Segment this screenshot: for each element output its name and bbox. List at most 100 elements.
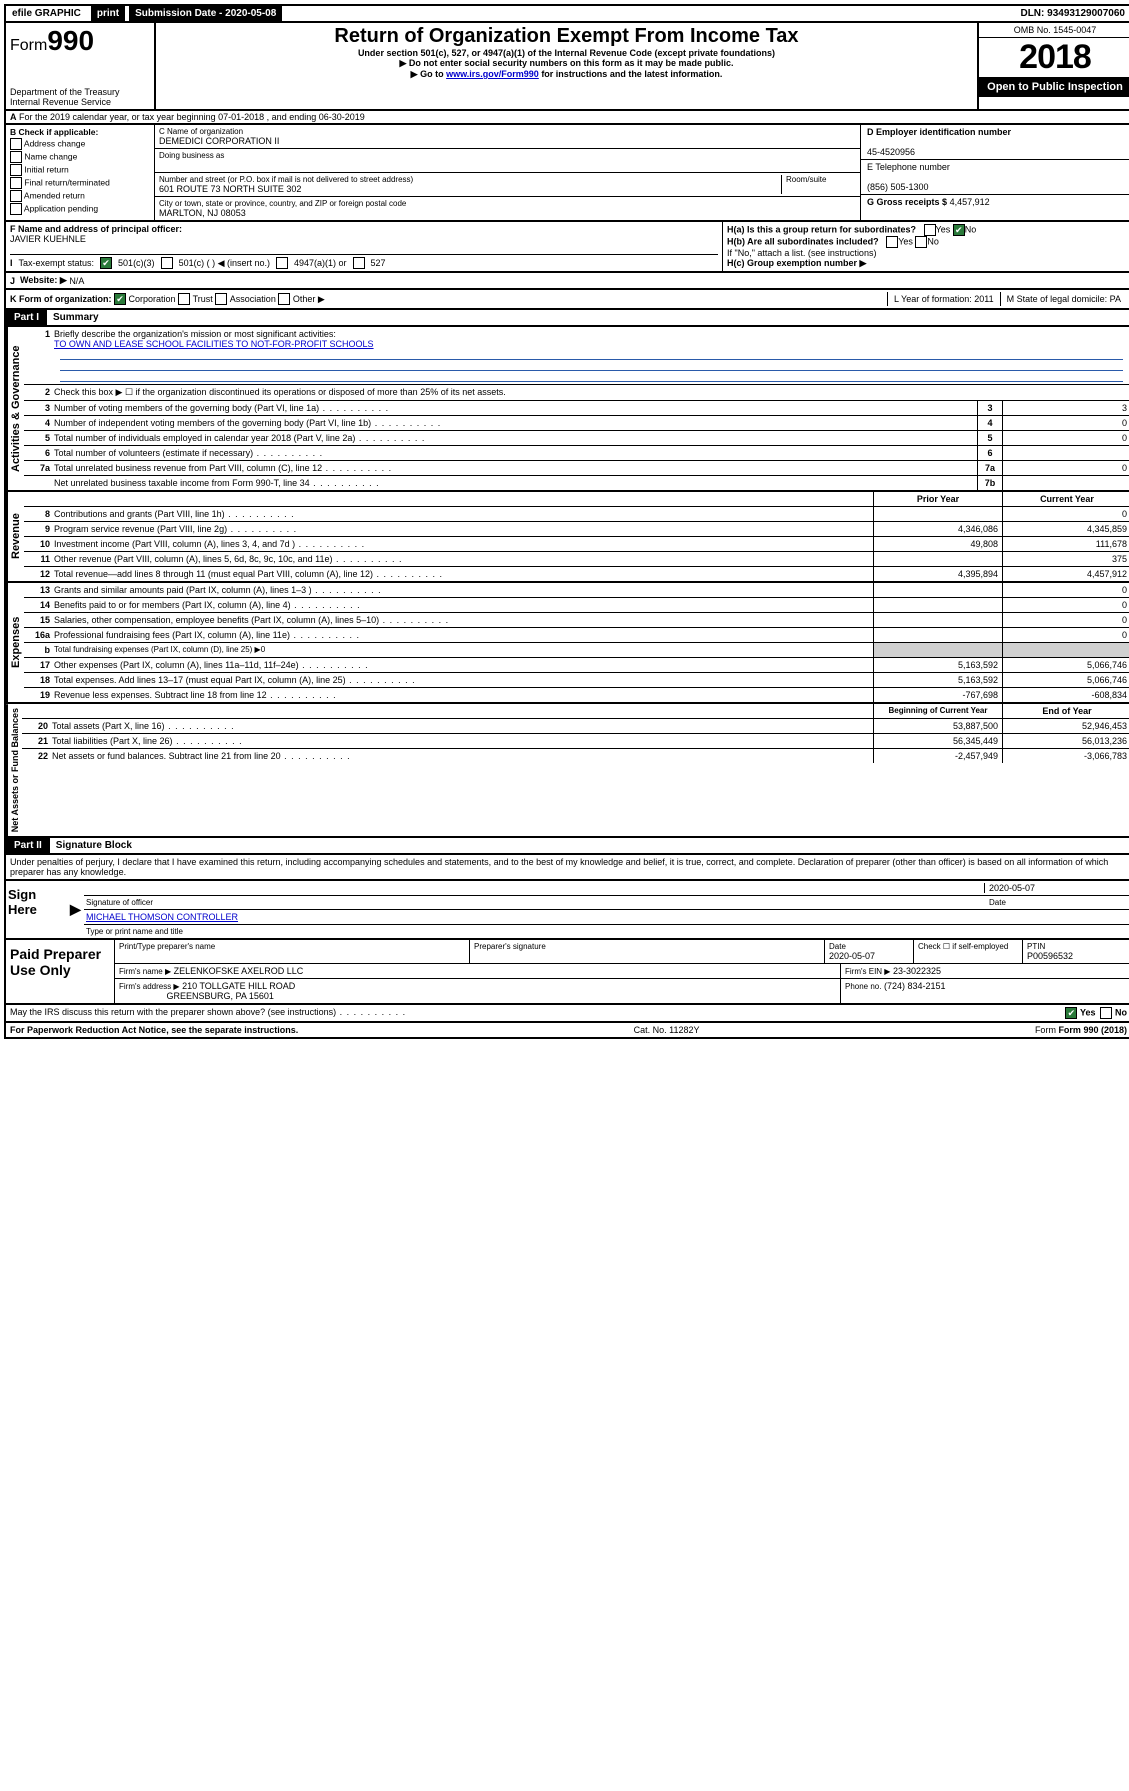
i-opt-0: 501(c)(3) bbox=[118, 258, 155, 268]
room-label: Room/suite bbox=[786, 175, 856, 184]
summary-table: Activities & Governance 1Briefly describ… bbox=[4, 327, 1129, 492]
form-title: Return of Organization Exempt From Incom… bbox=[162, 25, 971, 48]
checkbox-discuss-yes[interactable]: ✔ bbox=[1065, 1007, 1077, 1019]
checkbox-ha-no[interactable]: ✔ bbox=[953, 224, 965, 236]
print-button[interactable]: print bbox=[91, 6, 125, 21]
checkbox-discuss-no[interactable] bbox=[1100, 1007, 1112, 1019]
header-right: OMB No. 1545-0047 2018 Open to Public In… bbox=[979, 23, 1129, 109]
footer-row: For Paperwork Reduction Act Notice, see … bbox=[4, 1023, 1129, 1039]
checkbox-corp[interactable]: ✔ bbox=[114, 293, 126, 305]
b-opt-1: Name change bbox=[24, 151, 77, 161]
checkbox-final-return[interactable] bbox=[10, 177, 22, 189]
checkbox-4947[interactable] bbox=[276, 257, 288, 269]
tax-year: 2018 bbox=[979, 38, 1129, 77]
checkbox-name-change[interactable] bbox=[10, 151, 22, 163]
header-mid: Return of Organization Exempt From Incom… bbox=[156, 23, 979, 109]
subtitle-3a: ▶ Go to bbox=[411, 69, 446, 79]
sig-officer-label: Signature of officer bbox=[86, 898, 985, 907]
checkbox-app-pending[interactable] bbox=[10, 203, 22, 215]
declaration-text: Under penalties of perjury, I declare th… bbox=[4, 855, 1129, 881]
phone-value: (856) 505-1300 bbox=[867, 182, 929, 192]
side-revenue: Revenue bbox=[6, 492, 24, 581]
pra-notice: For Paperwork Reduction Act Notice, see … bbox=[10, 1025, 298, 1035]
exp-row: 16aProfessional fundraising fees (Part I… bbox=[24, 628, 1129, 643]
exp-row: 15Salaries, other compensation, employee… bbox=[24, 613, 1129, 628]
i-opt-1: 501(c) ( ) ◀ (insert no.) bbox=[179, 258, 270, 269]
firm-phone: (724) 834-2151 bbox=[884, 981, 946, 991]
city-state-zip: MARLTON, NJ 08053 bbox=[159, 208, 856, 218]
checkbox-assoc[interactable] bbox=[215, 293, 227, 305]
checkbox-527[interactable] bbox=[353, 257, 365, 269]
part2-title: Signature Block bbox=[50, 838, 138, 853]
l-year: L Year of formation: 2011 bbox=[887, 292, 1000, 306]
gov-row: 3 Number of voting members of the govern… bbox=[24, 401, 1129, 416]
subtitle-1: Under section 501(c), 527, or 4947(a)(1)… bbox=[162, 48, 971, 58]
checkbox-other[interactable] bbox=[278, 293, 290, 305]
ein-value: 45-4520956 bbox=[867, 147, 915, 157]
prep-h3: Date bbox=[829, 942, 909, 951]
j-label: Website: ▶ bbox=[20, 275, 67, 286]
net-row: 22Net assets or fund balances. Subtract … bbox=[22, 749, 1129, 763]
i-opt-3: 527 bbox=[371, 258, 386, 268]
gross-receipts: 4,457,912 bbox=[950, 197, 990, 207]
efile-label: efile GRAPHIC bbox=[6, 6, 87, 21]
box-b-label: B Check if applicable: bbox=[10, 127, 98, 137]
exp-row: bTotal fundraising expenses (Part IX, co… bbox=[24, 643, 1129, 658]
b-opt-2: Initial return bbox=[24, 164, 68, 174]
checkbox-address-change[interactable] bbox=[10, 138, 22, 150]
checkbox-501c3[interactable]: ✔ bbox=[100, 257, 112, 269]
dln-label: DLN: 93493129007060 bbox=[1014, 6, 1129, 21]
omb-number: OMB No. 1545-0047 bbox=[979, 23, 1129, 38]
part2-badge: Part II bbox=[6, 838, 50, 853]
rev-row: 10Investment income (Part VIII, column (… bbox=[24, 537, 1129, 552]
rev-row: 9Program service revenue (Part VIII, lin… bbox=[24, 522, 1129, 537]
ptin-value: P00596532 bbox=[1027, 951, 1073, 961]
discuss-q: May the IRS discuss this return with the… bbox=[10, 1007, 406, 1019]
form-ref-b: Form 990 (2018) bbox=[1058, 1025, 1127, 1035]
dba-label: Doing business as bbox=[159, 151, 856, 160]
officer-name: JAVIER KUEHNLE bbox=[10, 234, 86, 244]
part1-title: Summary bbox=[47, 310, 105, 325]
city-label: City or town, state or province, country… bbox=[159, 199, 856, 208]
side-expenses: Expenses bbox=[6, 583, 24, 702]
checkbox-hb-yes[interactable] bbox=[886, 236, 898, 248]
side-net: Net Assets or Fund Balances bbox=[6, 704, 22, 836]
prep-date: 2020-05-07 bbox=[829, 951, 875, 961]
arrow-icon: ▶ bbox=[70, 881, 84, 938]
mission-link[interactable]: TO OWN AND LEASE SCHOOL FACILITIES TO NO… bbox=[54, 339, 374, 349]
row-a-period: A For the 2019 calendar year, or tax yea… bbox=[4, 111, 1129, 125]
gov-row: 5 Total number of individuals employed i… bbox=[24, 431, 1129, 446]
block-bcdefg: B Check if applicable: Address change Na… bbox=[4, 125, 1129, 222]
checkbox-trust[interactable] bbox=[178, 293, 190, 305]
no-label: No bbox=[1115, 1008, 1127, 1018]
checkbox-ha-yes[interactable] bbox=[924, 224, 936, 236]
checkbox-initial-return[interactable] bbox=[10, 164, 22, 176]
sig-date: 2020-05-07 bbox=[984, 883, 1129, 893]
b-opt-4: Amended return bbox=[24, 190, 85, 200]
row-j: J Website: ▶ N/A bbox=[4, 273, 1129, 290]
prep-h1: Print/Type preparer's name bbox=[119, 942, 465, 951]
instructions-link[interactable]: www.irs.gov/Form990 bbox=[446, 69, 539, 79]
signer-name[interactable]: MICHAEL THOMSON CONTROLLER bbox=[86, 912, 238, 922]
prep-h5: PTIN bbox=[1027, 942, 1127, 951]
checkbox-hb-no[interactable] bbox=[915, 236, 927, 248]
net-row: 20Total assets (Part X, line 16) 53,887,… bbox=[22, 719, 1129, 734]
exp-row: 13Grants and similar amounts paid (Part … bbox=[24, 583, 1129, 598]
firm-addr2: GREENSBURG, PA 15601 bbox=[167, 991, 274, 1001]
form-number: 990 bbox=[47, 25, 94, 56]
g-label: G Gross receipts $ bbox=[867, 197, 947, 207]
box-b: B Check if applicable: Address change Na… bbox=[6, 125, 155, 220]
checkbox-501c[interactable] bbox=[161, 257, 173, 269]
ein-label: Firm's EIN ▶ bbox=[845, 967, 890, 976]
open-to-public: Open to Public Inspection bbox=[979, 77, 1129, 97]
i-opt-2: 4947(a)(1) or bbox=[294, 258, 347, 268]
exp-row: 18Total expenses. Add lines 13–17 (must … bbox=[24, 673, 1129, 688]
discuss-row: May the IRS discuss this return with the… bbox=[4, 1005, 1129, 1023]
net-table: Net Assets or Fund Balances Beginning of… bbox=[4, 704, 1129, 838]
sign-here-label: Sign Here bbox=[6, 881, 70, 938]
row-fh: F Name and address of principal officer:… bbox=[4, 222, 1129, 273]
b-opt-3: Final return/terminated bbox=[24, 177, 110, 187]
f-label: F Name and address of principal officer: bbox=[10, 224, 182, 234]
checkbox-amended[interactable] bbox=[10, 190, 22, 202]
k-opt-0: Corporation bbox=[129, 294, 176, 304]
